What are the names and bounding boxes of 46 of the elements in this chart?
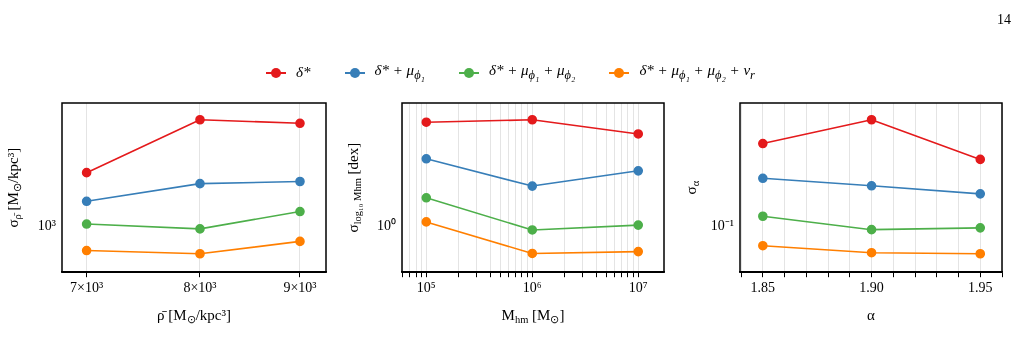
x-tick-label: 10⁷ [628,280,648,296]
x-axis-title: ρ̄ [M⊙/kpc³] [157,306,231,326]
x-tick-label: 1.95 [968,280,993,296]
point [758,173,768,184]
x-tick-label: 9×10³ [283,280,317,296]
legend-label: δ* [296,64,311,81]
point [421,153,432,164]
point [975,189,986,199]
legend-label: δ* + μ$_{ϕ₁}$ + μ$_{ϕ₂}$ [488,62,576,83]
legend-label: δ* + μ$_{ϕ₁}$ + μ$_{ϕ₂}$ + v$_{r}$ [639,62,755,83]
y-axis-title: σρ̄ [M⊙/kpc³] [4,147,24,228]
point [527,248,538,259]
point [866,114,877,125]
y-axis-title: σlog₁₀ Mhm [dex] [344,142,364,233]
point [633,166,644,176]
point [758,240,768,251]
point [633,129,644,139]
text: 14 [997,12,1011,28]
point [758,211,768,222]
text: 10⁰ [377,218,396,234]
x-tick-label: 10⁵ [416,280,436,296]
point [758,138,768,149]
x-tick-label: 8×10³ [183,280,217,296]
point [633,246,644,257]
point [866,180,877,191]
point [975,154,986,165]
text: 10³ [37,218,56,234]
point [527,114,538,125]
text: 10⁻¹ [710,218,734,234]
y-axis-title: σα [682,180,702,195]
point [421,117,432,128]
point [866,224,877,235]
x-tick-label: 7×10³ [70,280,104,296]
x-axis-title: α [867,306,876,323]
point [633,220,644,230]
point [421,193,432,203]
x-tick-label: 10⁶ [522,280,542,296]
x-tick-label: 1.85 [750,280,776,296]
point [421,217,432,227]
point [527,225,538,235]
legend-label: δ* + μ$_{ϕ₁}$ [374,62,425,83]
point [975,223,986,233]
x-tick-label: 1.90 [859,280,884,296]
point [866,247,877,258]
point [975,248,986,259]
point [527,181,538,191]
